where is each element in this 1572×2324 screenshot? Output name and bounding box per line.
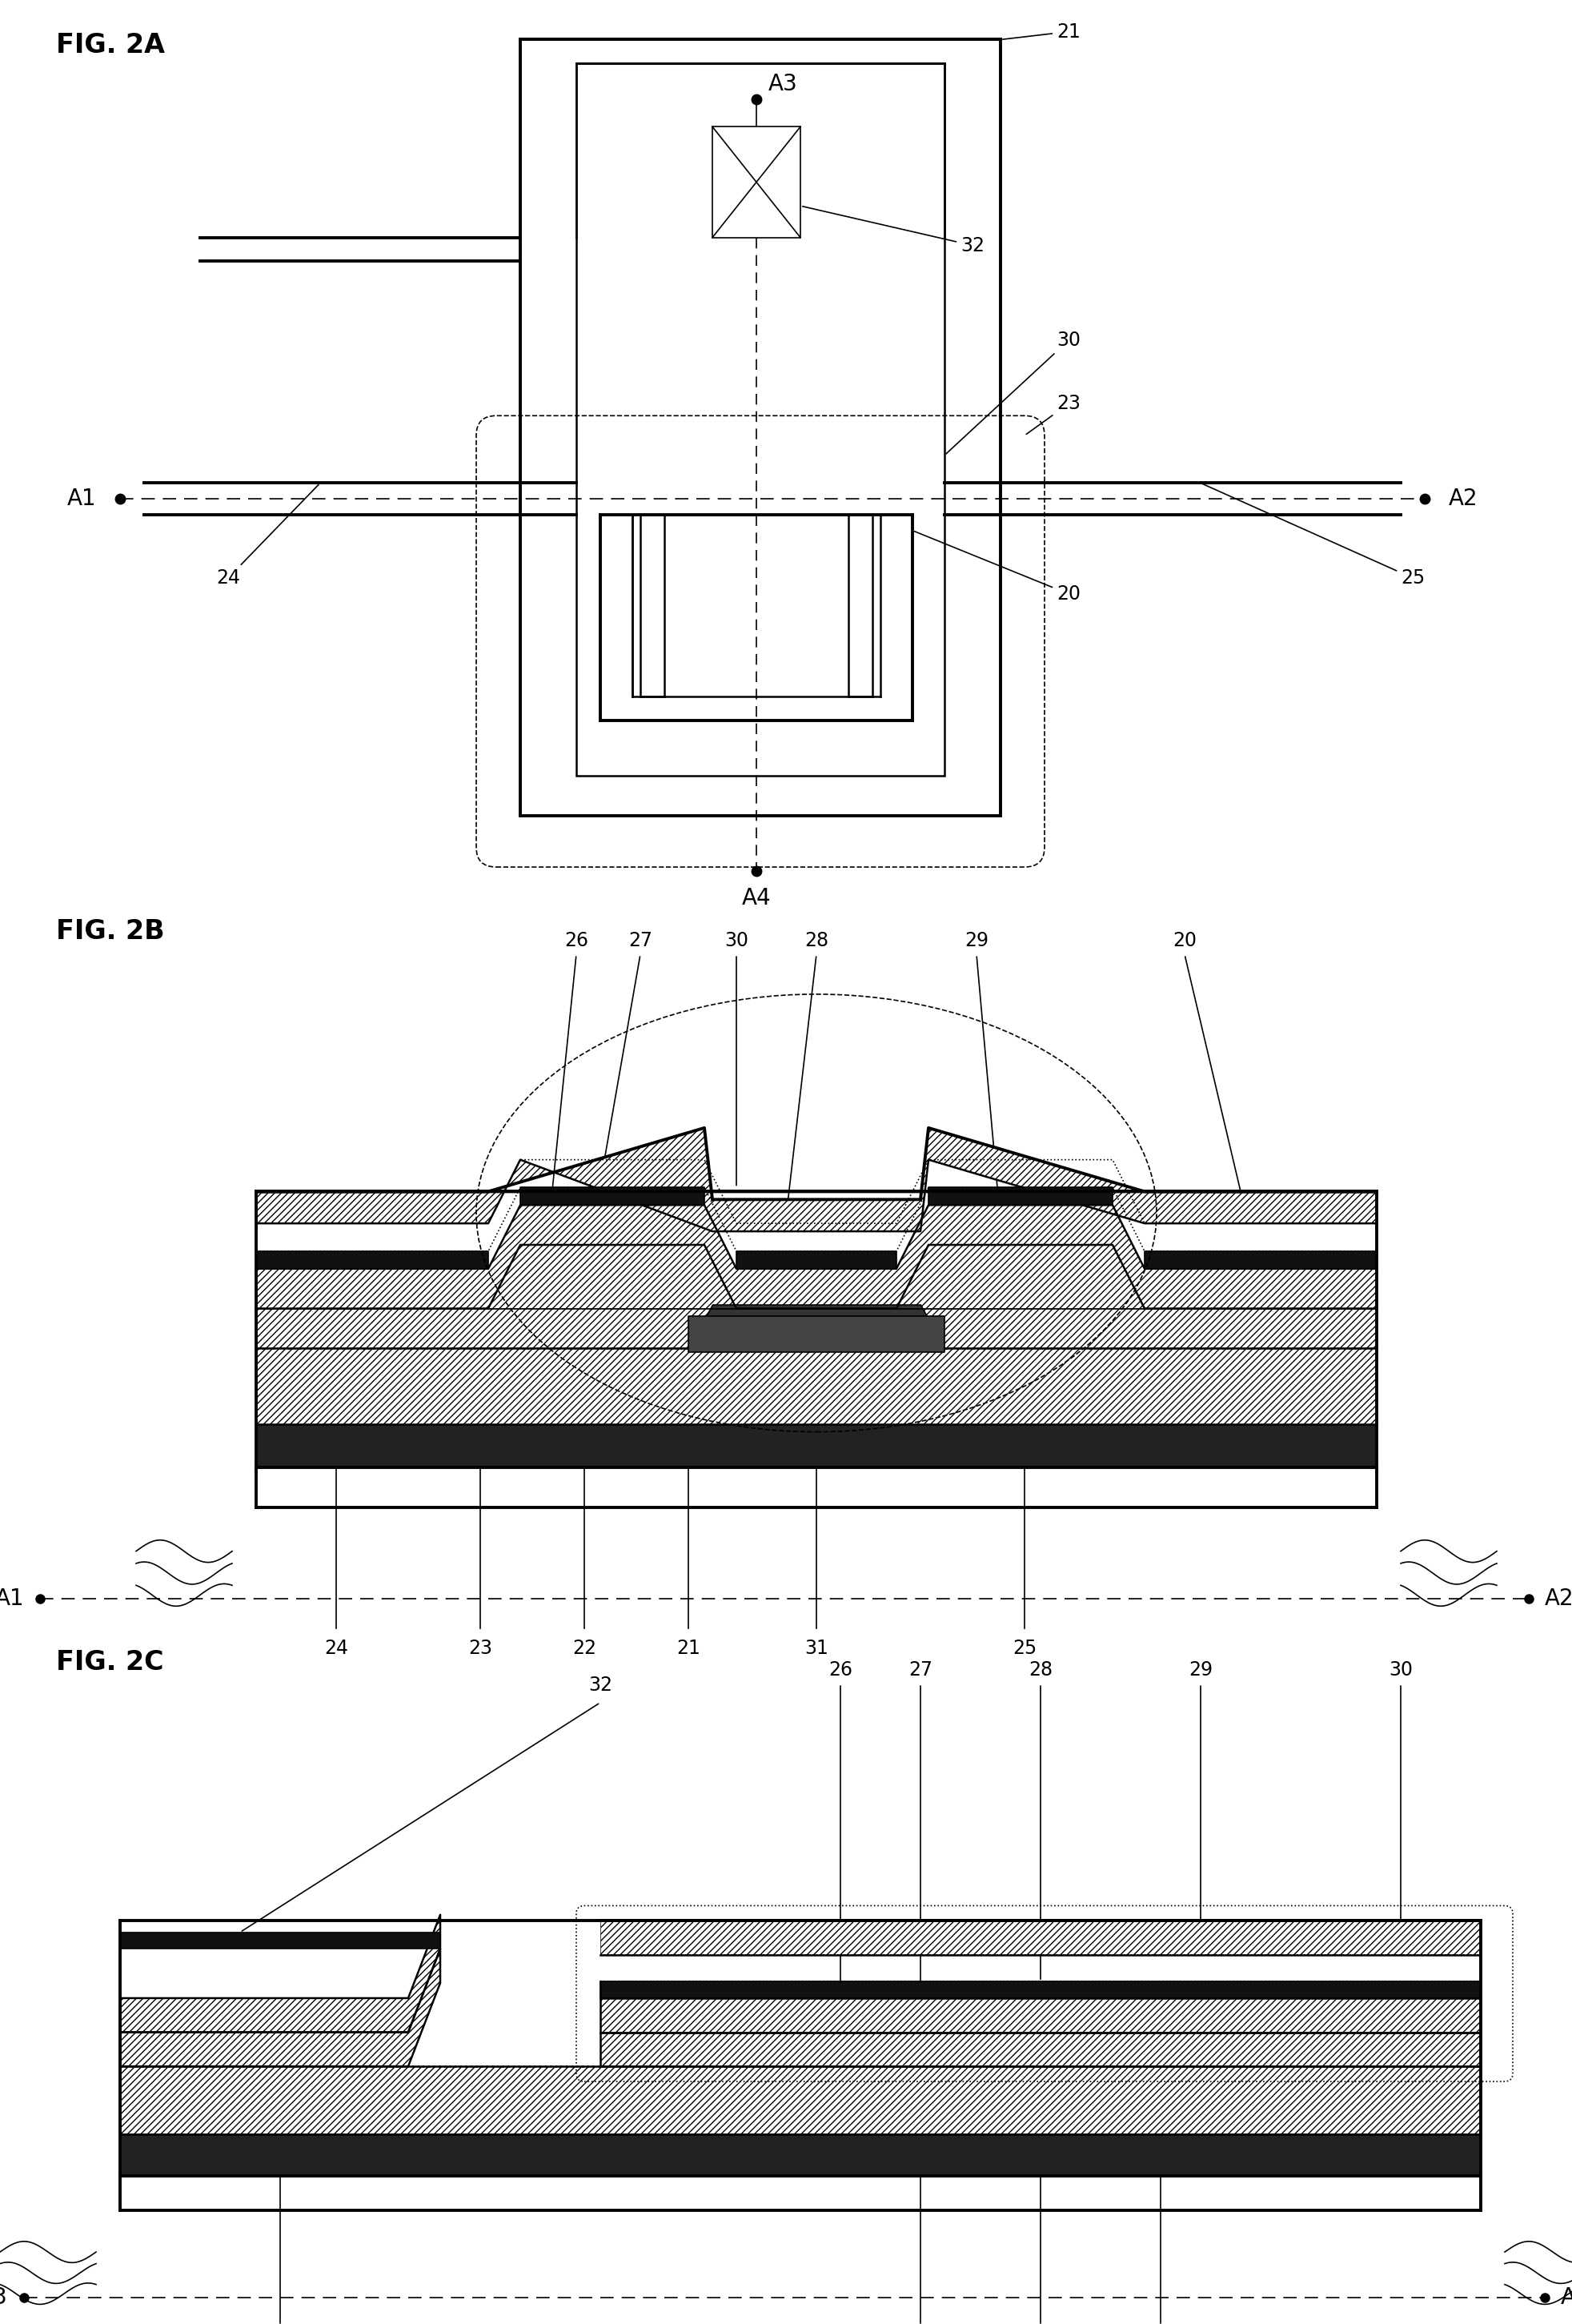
Text: 24: 24	[324, 1638, 347, 1657]
Text: 30: 30	[1388, 1662, 1412, 1680]
Text: 28: 28	[803, 932, 828, 951]
Bar	[575, 63, 945, 776]
Text: 28: 28	[1028, 1662, 1052, 1680]
Text: 31: 31	[803, 1638, 828, 1657]
Text: 27: 27	[909, 1662, 932, 1680]
Text: 32: 32	[588, 1676, 612, 1694]
Bar	[712, 128, 800, 237]
Text: 27: 27	[627, 932, 652, 951]
Text: 26: 26	[564, 932, 588, 951]
Polygon shape	[256, 1246, 1376, 1348]
Text: 23: 23	[468, 1638, 492, 1657]
Text: A4: A4	[742, 888, 770, 909]
Text: 30: 30	[946, 330, 1080, 453]
Text: FIG. 2C: FIG. 2C	[57, 1650, 163, 1676]
Text: FIG. 2B: FIG. 2B	[57, 918, 165, 946]
Text: 24: 24	[215, 486, 319, 588]
Text: 21: 21	[676, 1638, 700, 1657]
Text: 29: 29	[964, 932, 987, 951]
Text: A1: A1	[0, 1587, 24, 1611]
Polygon shape	[256, 1206, 1376, 1308]
Polygon shape	[119, 2066, 1479, 2133]
Polygon shape	[256, 1348, 1376, 1425]
Text: A3: A3	[769, 72, 797, 95]
Text: 25: 25	[1203, 483, 1424, 588]
Polygon shape	[256, 1127, 1376, 1232]
Polygon shape	[119, 1915, 440, 2031]
Text: 29: 29	[1188, 1662, 1212, 1680]
Text: 32: 32	[802, 207, 984, 256]
Text: A3: A3	[0, 2287, 8, 2308]
Text: 23: 23	[1027, 395, 1080, 435]
Text: 21: 21	[1003, 21, 1080, 42]
Text: A1: A1	[66, 488, 96, 509]
Bar	[520, 40, 1000, 816]
Text: A2: A2	[1544, 1587, 1572, 1611]
Text: 20: 20	[913, 532, 1080, 604]
Text: A2: A2	[1448, 488, 1478, 509]
Text: 22: 22	[572, 1638, 596, 1657]
Text: FIG. 2A: FIG. 2A	[57, 33, 165, 58]
Text: 30: 30	[725, 932, 748, 951]
Polygon shape	[119, 1950, 440, 2066]
Text: 20: 20	[1173, 932, 1196, 951]
Text: 26: 26	[828, 1662, 852, 1680]
Text: 25: 25	[1012, 1638, 1036, 1657]
Text: A4: A4	[1559, 2287, 1572, 2308]
